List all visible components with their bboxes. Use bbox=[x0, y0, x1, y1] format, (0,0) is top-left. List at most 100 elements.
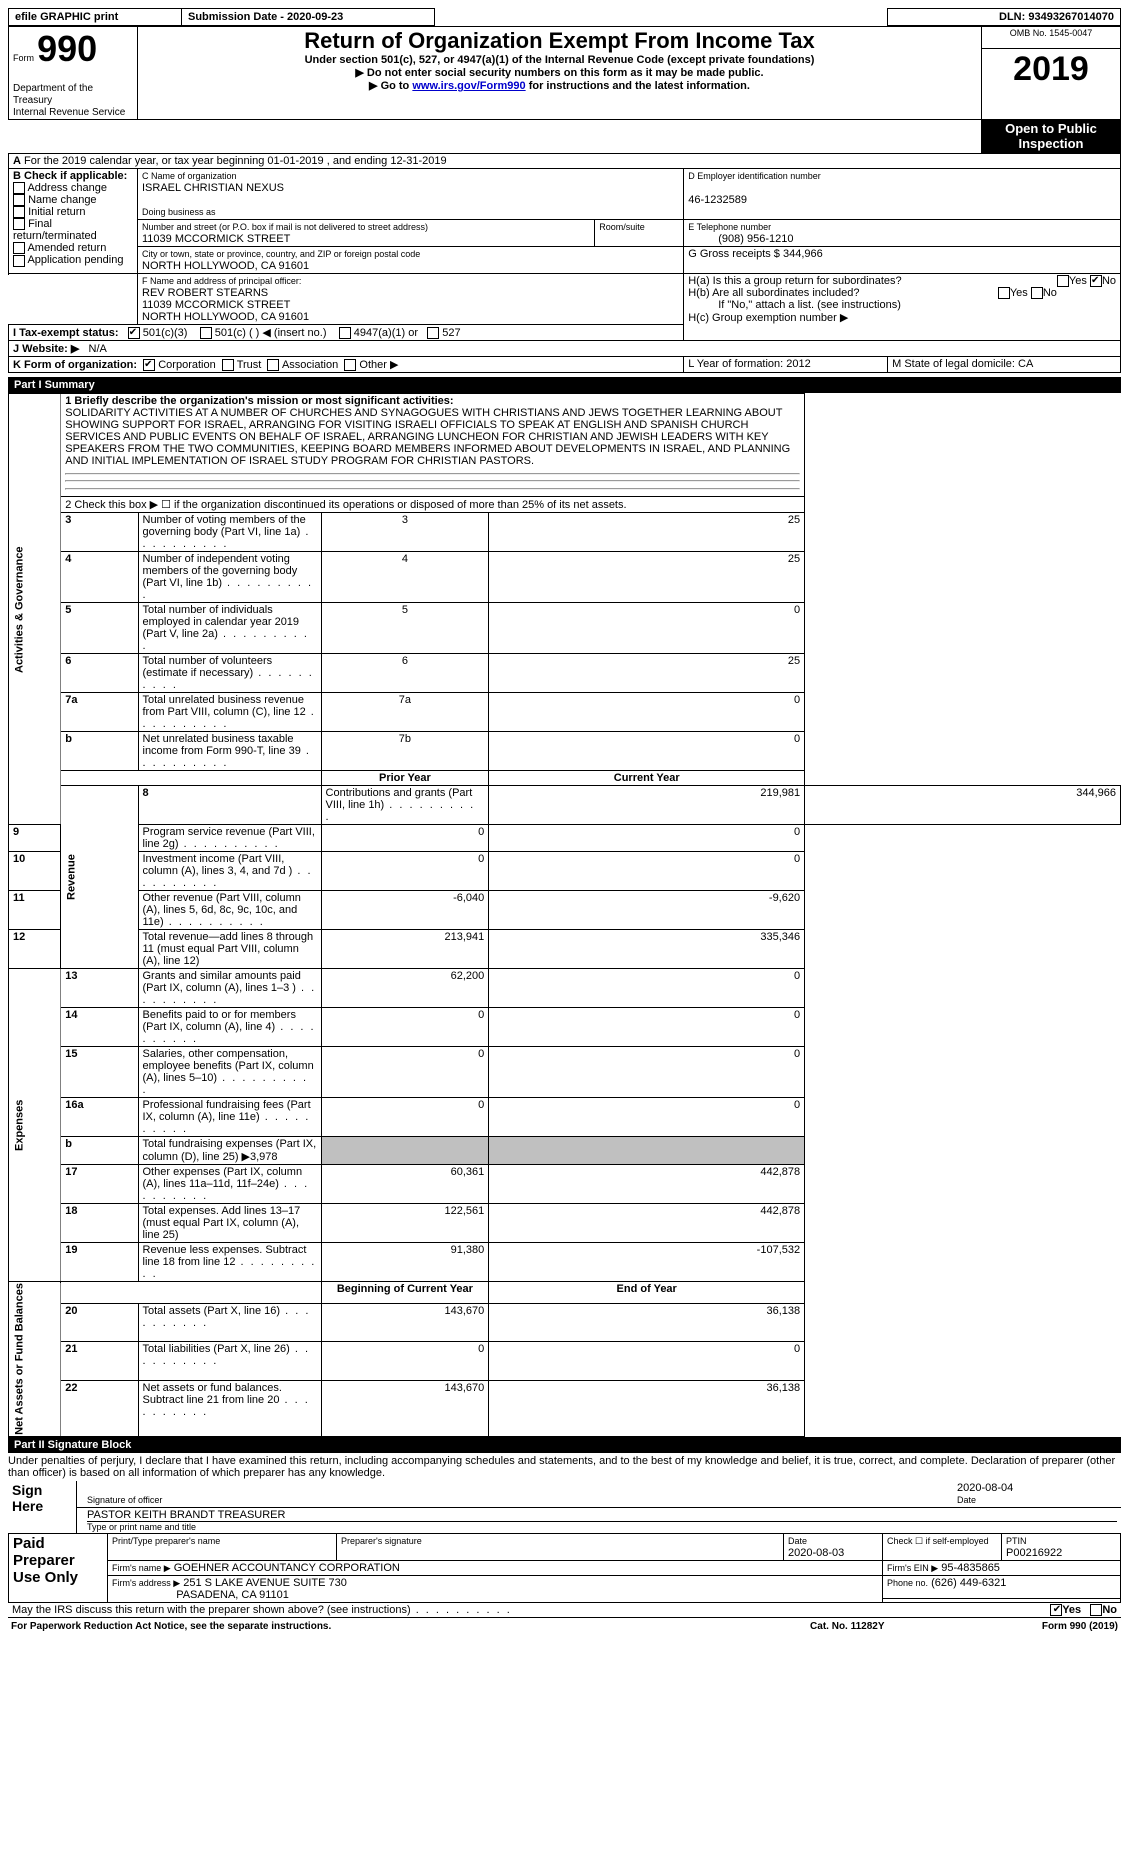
officer-city: NORTH HOLLYWOOD, CA 91601 bbox=[142, 311, 309, 323]
e-label: E Telephone number bbox=[688, 222, 771, 232]
sig-officer-label: Signature of officer bbox=[87, 1495, 162, 1505]
officer-street: 11039 MCCORMICK STREET bbox=[142, 299, 290, 311]
cb-discuss-no[interactable] bbox=[1090, 1604, 1102, 1616]
ptin-label: PTIN bbox=[1006, 1536, 1027, 1546]
j-label: J Website: ▶ bbox=[13, 343, 79, 355]
part1-table: Activities & Governance 1 Briefly descri… bbox=[8, 393, 1121, 1437]
cb-other[interactable] bbox=[344, 359, 356, 371]
cb-address-change[interactable] bbox=[13, 182, 25, 194]
table-row: 19Revenue less expenses. Subtract line 1… bbox=[9, 1243, 1121, 1282]
part1-header: Part I Summary bbox=[8, 377, 1121, 393]
firm-addr1: 251 S LAKE AVENUE SUITE 730 bbox=[183, 1577, 347, 1589]
omb-no: OMB No. 1545-0047 bbox=[982, 27, 1121, 49]
cat-no: Cat. No. 11282Y bbox=[759, 1620, 936, 1633]
part2-header: Part II Signature Block bbox=[8, 1437, 1121, 1453]
table-row: 20Total assets (Part X, line 16)143,6703… bbox=[9, 1303, 1121, 1342]
officer-printed: PASTOR KEITH BRANDT TREASURER bbox=[87, 1509, 285, 1521]
sig-date: 2020-08-04 bbox=[957, 1482, 1013, 1494]
cb-527[interactable] bbox=[427, 327, 439, 339]
hb-note: If "No," attach a list. (see instruction… bbox=[688, 299, 901, 311]
submission-label: Submission Date - 2020-09-23 bbox=[182, 9, 435, 26]
paid-preparer-label: Paid Preparer Use Only bbox=[13, 1535, 78, 1586]
cb-hb-yes[interactable] bbox=[998, 287, 1010, 299]
dept-treasury: Department of the Treasury Internal Reve… bbox=[13, 83, 125, 118]
firm-addr2: PASADENA, CA 91101 bbox=[176, 1589, 289, 1601]
table-row: 17Other expenses (Part IX, column (A), l… bbox=[9, 1165, 1121, 1204]
table-row: bTotal fundraising expenses (Part IX, co… bbox=[9, 1137, 1121, 1165]
sign-here: Sign Here bbox=[12, 1482, 43, 1514]
side-expenses: Expenses bbox=[9, 969, 61, 1282]
cb-amended[interactable] bbox=[13, 242, 25, 254]
table-row: 10Investment income (Part VIII, column (… bbox=[9, 852, 1121, 891]
form-number: 990 bbox=[37, 28, 97, 69]
discuss-row: May the IRS discuss this return with the… bbox=[8, 1603, 1121, 1617]
cb-app-pending[interactable] bbox=[13, 255, 25, 267]
cb-hb-no[interactable] bbox=[1031, 287, 1043, 299]
l-year: L Year of formation: 2012 bbox=[684, 357, 888, 373]
officer-type-label: Type or print name and title bbox=[87, 1521, 1117, 1532]
tax-year-line: A For the 2019 calendar year, or tax yea… bbox=[9, 154, 1121, 169]
perjury-text: Under penalties of perjury, I declare th… bbox=[8, 1453, 1121, 1481]
table-row: 4Number of independent voting members of… bbox=[9, 552, 1121, 603]
prep-date-label: Date bbox=[788, 1536, 807, 1546]
discuss-label: May the IRS discuss this return with the… bbox=[8, 1603, 973, 1617]
cb-assoc[interactable] bbox=[267, 359, 279, 371]
cb-ha-no[interactable] bbox=[1090, 275, 1102, 287]
d-label: D Employer identification number bbox=[688, 171, 821, 181]
cb-final-return[interactable] bbox=[13, 218, 25, 230]
cb-501c3[interactable] bbox=[128, 327, 140, 339]
cb-4947[interactable] bbox=[339, 327, 351, 339]
prep-sig-label: Preparer's signature bbox=[341, 1536, 422, 1546]
title-main: Return of Organization Exempt From Incom… bbox=[142, 28, 977, 54]
table-row: 16aProfessional fundraising fees (Part I… bbox=[9, 1098, 1121, 1137]
cb-corp[interactable] bbox=[143, 359, 155, 371]
phone: (908) 956-1210 bbox=[688, 233, 793, 245]
prep-date: 2020-08-03 bbox=[788, 1547, 844, 1559]
cb-discuss-yes[interactable] bbox=[1050, 1604, 1062, 1616]
subtitle2: ▶ Do not enter social security numbers o… bbox=[142, 66, 977, 79]
form-footer: Form 990 (2019) bbox=[938, 1620, 1119, 1633]
website: N/A bbox=[89, 343, 107, 355]
efile-label: efile GRAPHIC print bbox=[9, 9, 182, 26]
side-activities: Activities & Governance bbox=[9, 394, 61, 825]
table-row: 21Total liabilities (Part X, line 26)00 bbox=[9, 1342, 1121, 1381]
firm-addr-label: Firm's address ▶ bbox=[112, 1578, 180, 1588]
officer-name: REV ROBERT STEARNS bbox=[142, 287, 268, 299]
date-label: Date bbox=[957, 1495, 976, 1505]
firm-name: GOEHNER ACCOUNTANCY CORPORATION bbox=[174, 1562, 400, 1574]
open-to-public: Open to Public Inspection bbox=[982, 120, 1121, 153]
cb-trust[interactable] bbox=[222, 359, 234, 371]
room-label: Room/suite bbox=[599, 222, 645, 232]
cb-initial-return[interactable] bbox=[13, 206, 25, 218]
check-self: Check ☐ if self-employed bbox=[887, 1536, 989, 1546]
cb-501c[interactable] bbox=[200, 327, 212, 339]
table-row: 11Other revenue (Part VIII, column (A), … bbox=[9, 891, 1121, 930]
side-revenue: Revenue bbox=[61, 786, 138, 969]
form-header: Form 990 Department of the Treasury Inte… bbox=[8, 26, 1121, 153]
form990-link[interactable]: www.irs.gov/Form990 bbox=[412, 80, 525, 92]
street: 11039 MCCORMICK STREET bbox=[142, 233, 290, 245]
table-row: 3Number of voting members of the governi… bbox=[9, 513, 1121, 552]
table-row: 9Program service revenue (Part VIII, lin… bbox=[9, 825, 1121, 852]
ptin: P00216922 bbox=[1006, 1547, 1062, 1559]
dba-label: Doing business as bbox=[142, 207, 216, 217]
table-row: 7aTotal unrelated business revenue from … bbox=[9, 693, 1121, 732]
table-row: 6Total number of volunteers (estimate if… bbox=[9, 654, 1121, 693]
side-netassets: Net Assets or Fund Balances bbox=[9, 1282, 61, 1437]
paperwork-notice: For Paperwork Reduction Act Notice, see … bbox=[10, 1620, 757, 1633]
subtitle3-post: for instructions and the latest informat… bbox=[529, 80, 750, 92]
mission-text: SOLIDARITY ACTIVITIES AT A NUMBER OF CHU… bbox=[65, 407, 790, 467]
cb-name-change[interactable] bbox=[13, 194, 25, 206]
i-label: I Tax-exempt status: bbox=[13, 327, 119, 339]
cb-ha-yes[interactable] bbox=[1057, 275, 1069, 287]
ein: 46-1232589 bbox=[688, 194, 747, 206]
table-row: 18Total expenses. Add lines 13–17 (must … bbox=[9, 1204, 1121, 1243]
hc-label: H(c) Group exemption number ▶ bbox=[688, 312, 848, 324]
table-row: 15Salaries, other compensation, employee… bbox=[9, 1047, 1121, 1098]
m-state: M State of legal domicile: CA bbox=[888, 357, 1121, 373]
signature-block: Sign Here Signature of officer 2020-08-0… bbox=[8, 1481, 1121, 1533]
org-name: ISRAEL CHRISTIAN NEXUS bbox=[142, 182, 284, 194]
hb-label: H(b) Are all subordinates included? bbox=[688, 287, 859, 299]
firm-ein: 95-4835865 bbox=[941, 1562, 1000, 1574]
q1-label: 1 Briefly describe the organization's mi… bbox=[65, 395, 453, 407]
